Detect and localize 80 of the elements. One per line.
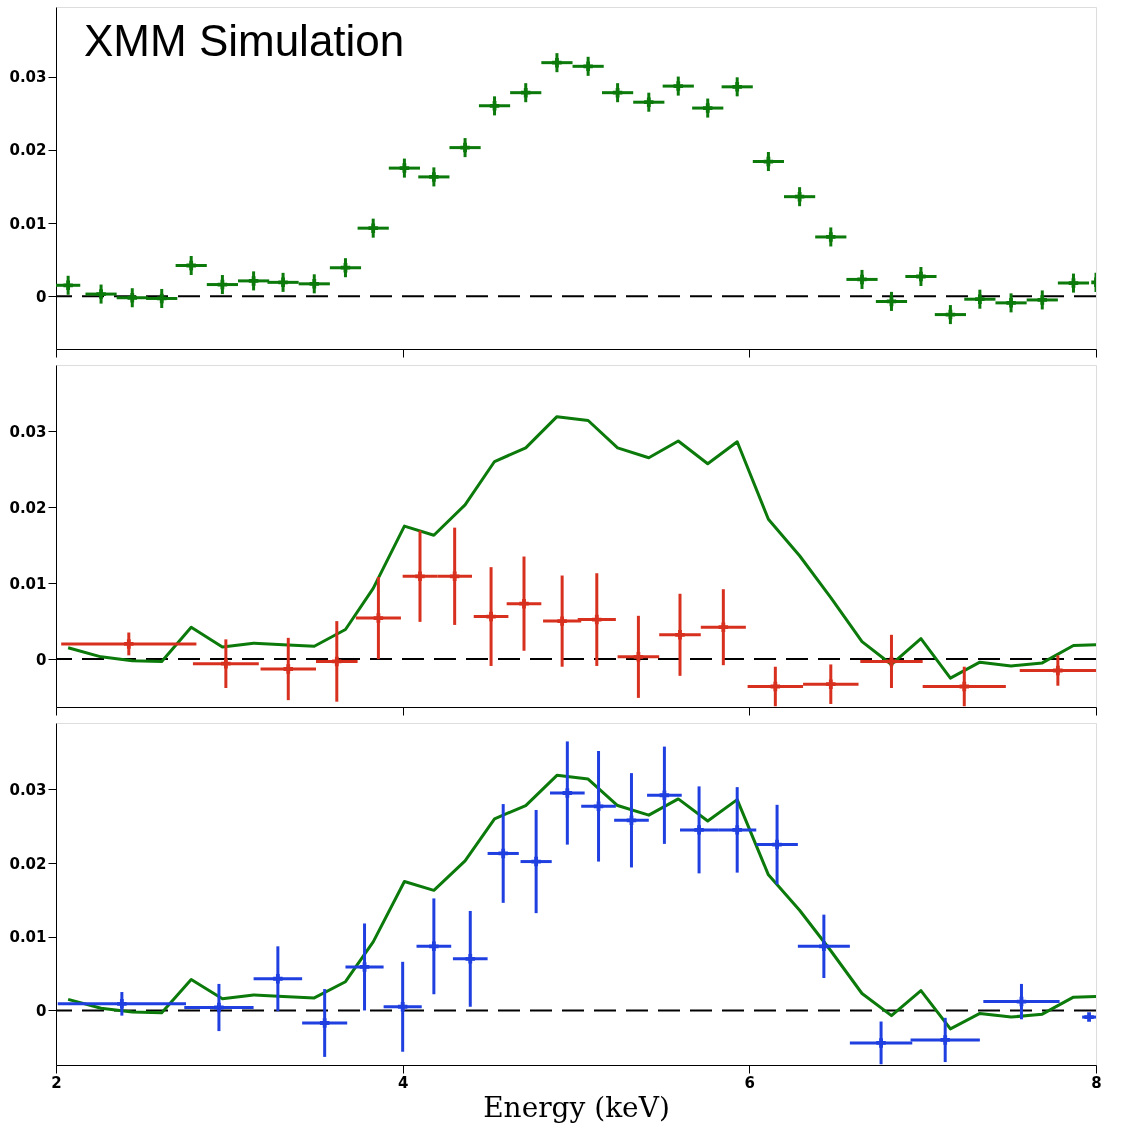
point	[675, 630, 685, 640]
point	[644, 97, 654, 107]
point	[718, 622, 729, 632]
y-tick-label: 0	[36, 1001, 47, 1020]
point	[562, 788, 573, 798]
line-series	[66, 773, 1096, 1031]
y-tick-label: 0	[36, 650, 47, 669]
y-tick-label: 0.01	[9, 214, 47, 233]
point	[486, 611, 496, 622]
y-tick-label: 0.02	[9, 498, 47, 517]
point	[1037, 295, 1048, 305]
point	[489, 101, 500, 111]
y-tick-label: 0.02	[9, 854, 47, 873]
point	[633, 652, 644, 662]
x-axis-title: Energy (keV)	[483, 1090, 670, 1124]
y-tick-label: 0.03	[9, 780, 47, 799]
point	[1053, 665, 1063, 676]
point	[916, 271, 926, 282]
point	[373, 613, 384, 623]
y-tick-label: 0	[36, 287, 47, 306]
point	[248, 276, 259, 286]
point	[732, 82, 742, 92]
point	[583, 61, 593, 72]
point	[449, 571, 460, 582]
point	[63, 280, 73, 291]
point	[332, 656, 342, 667]
y-tick-label: 0.01	[9, 574, 47, 593]
point	[772, 839, 782, 850]
point	[309, 279, 320, 289]
point	[96, 289, 106, 299]
point	[552, 57, 562, 68]
point	[368, 223, 378, 233]
x-tick-label: 8	[1091, 1073, 1102, 1092]
y-tick-label: 0.03	[9, 68, 47, 87]
point	[732, 825, 742, 835]
point	[117, 999, 127, 1009]
point	[826, 232, 836, 242]
point	[975, 294, 985, 304]
x-tick-label: 4	[397, 1073, 409, 1092]
point	[857, 274, 867, 285]
point	[127, 292, 138, 303]
point	[940, 1035, 950, 1045]
point	[819, 941, 829, 952]
point	[465, 954, 476, 964]
y-tick-label: 0.01	[9, 928, 47, 947]
point	[694, 825, 704, 835]
point	[659, 790, 670, 800]
annotation: XMM Simulation	[84, 16, 405, 65]
point	[460, 142, 470, 153]
point	[1006, 298, 1016, 308]
point	[273, 974, 283, 984]
point	[429, 941, 439, 952]
y-tick-label: 0.02	[9, 141, 47, 160]
point	[399, 163, 410, 173]
point	[531, 856, 541, 867]
point	[415, 571, 425, 582]
point	[557, 616, 567, 626]
line-series	[66, 415, 1096, 680]
point	[702, 103, 713, 113]
x-tick-label: 2	[51, 1073, 62, 1092]
x-tick-label: 6	[744, 1073, 756, 1092]
point	[124, 639, 134, 649]
point	[429, 172, 439, 182]
point	[186, 260, 196, 271]
point	[826, 679, 836, 689]
point	[519, 598, 529, 609]
point	[520, 87, 531, 98]
point	[876, 1038, 886, 1048]
point	[498, 848, 508, 859]
point	[397, 1002, 408, 1012]
point	[359, 962, 370, 972]
point	[592, 614, 602, 625]
point	[673, 81, 684, 91]
point	[283, 664, 294, 674]
point	[1068, 278, 1079, 288]
point	[221, 658, 231, 669]
y-tick-label: 0.03	[9, 422, 47, 441]
point	[319, 1018, 330, 1028]
point	[278, 277, 288, 288]
point	[214, 1002, 224, 1013]
